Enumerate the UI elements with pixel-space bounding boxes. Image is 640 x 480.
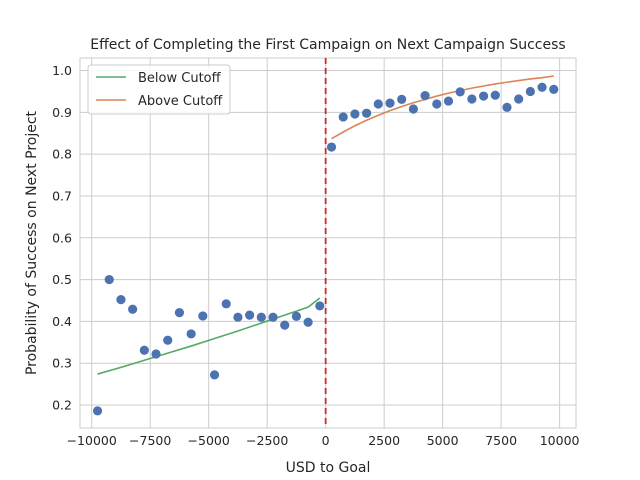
x-tick-label: −10000 (67, 433, 117, 448)
data-point (455, 87, 465, 97)
data-point (209, 370, 220, 380)
y-tick-label: 0.9 (52, 105, 72, 120)
y-tick-label: 0.6 (52, 230, 72, 245)
data-point (151, 349, 161, 359)
data-point (116, 295, 126, 305)
x-tick-label: −5000 (188, 433, 230, 448)
y-tick-labels: 0.2 0.3 0.4 0.5 0.6 0.7 0.8 0.9 1.0 (52, 63, 72, 412)
data-point (502, 102, 512, 112)
y-tick-label: 0.4 (52, 314, 72, 329)
data-point (104, 274, 114, 285)
y-tick-label: 0.7 (52, 188, 72, 203)
data-point (139, 345, 149, 355)
data-point (432, 99, 442, 109)
data-point (443, 96, 454, 106)
data-point (174, 308, 185, 318)
y-tick-label: 1.0 (52, 63, 72, 78)
y-axis-label: Probability of Success on Next Project (24, 110, 40, 375)
data-point (490, 90, 500, 100)
legend: Below Cutoff Above Cutoff (87, 64, 231, 115)
series-lines (97, 75, 554, 375)
data-point (233, 312, 243, 322)
series-line-0 (97, 297, 321, 375)
y-tick-label: 0.2 (52, 398, 72, 413)
data-point (326, 142, 337, 152)
x-tick-label: 7500 (485, 433, 517, 448)
legend-label-above-cutoff: Above Cutoff (138, 94, 223, 109)
data-point (350, 109, 360, 119)
data-point (221, 299, 231, 309)
data-point (338, 112, 348, 122)
data-point (198, 311, 208, 321)
data-point (186, 329, 196, 339)
plot-frame (79, 57, 577, 429)
scatter-points (92, 82, 559, 416)
data-point (467, 94, 477, 104)
y-tick-label: 0.8 (52, 147, 72, 162)
data-point (92, 406, 103, 416)
data-point (478, 91, 489, 101)
x-tick-label: 10000 (540, 433, 580, 448)
data-point (245, 310, 255, 320)
y-tick-label: 0.3 (52, 356, 72, 371)
data-point (362, 108, 372, 118)
data-point (128, 304, 138, 314)
grid (80, 58, 576, 428)
data-point (303, 317, 313, 327)
data-point (256, 312, 266, 322)
data-point (537, 82, 547, 92)
x-tick-label: −7500 (129, 433, 171, 448)
data-point (291, 311, 302, 321)
data-point (397, 94, 407, 104)
data-point (514, 94, 524, 104)
x-tick-label: 2500 (368, 433, 400, 448)
x-tick-label: 0 (322, 433, 330, 448)
y-tick-label: 0.5 (52, 272, 72, 287)
data-point (315, 301, 325, 311)
x-tick-label: 5000 (427, 433, 459, 448)
data-point (420, 91, 430, 101)
data-point (163, 335, 173, 345)
legend-label-below-cutoff: Below Cutoff (138, 71, 222, 86)
chart-title: Effect of Completing the First Campaign … (90, 37, 565, 53)
data-point (549, 84, 559, 94)
series-line-1 (331, 75, 554, 140)
data-point (385, 98, 395, 108)
data-point (373, 99, 383, 109)
data-point (268, 312, 278, 322)
data-point (525, 86, 535, 97)
data-point (280, 320, 290, 330)
x-tick-label: −2500 (246, 433, 288, 448)
x-axis-label: USD to Goal (286, 460, 371, 476)
x-tick-labels: −10000 −7500 −5000 −2500 0 2500 5000 7500 10000 (67, 433, 580, 448)
data-point (408, 104, 418, 114)
